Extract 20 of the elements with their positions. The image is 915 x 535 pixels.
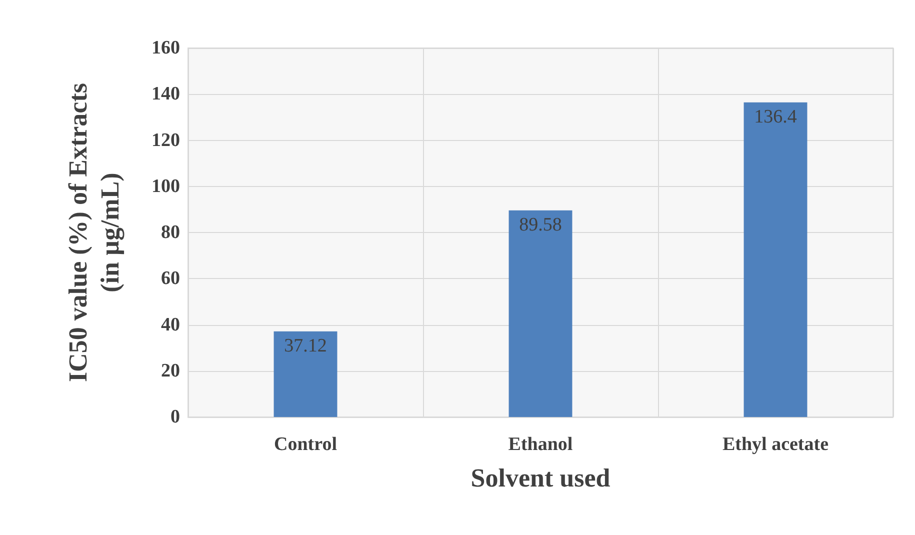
y-tick-label: 140 — [152, 84, 180, 105]
y-tick-label: 160 — [152, 38, 180, 58]
data-label: 136.4 — [754, 106, 798, 128]
x-axis-title: Solvent used — [470, 464, 611, 492]
bar — [744, 102, 808, 417]
x-tick-label: Ethyl acetate — [722, 434, 829, 455]
y-axis-title: IC50 value (%) of Extracts (in µg/mL) — [64, 83, 124, 382]
y-tick-label: 100 — [152, 176, 180, 197]
y-tick-label: 120 — [152, 130, 180, 151]
bar — [508, 210, 572, 417]
x-tick-label: Control — [274, 434, 337, 455]
data-label: 89.58 — [519, 214, 562, 236]
data-label: 37.12 — [284, 335, 327, 356]
x-tick-label: Ethanol — [508, 434, 573, 455]
y-tick-label: 0 — [170, 406, 180, 428]
y-tick-label: 80 — [161, 222, 180, 243]
y-tick-label: 60 — [161, 268, 180, 290]
y-tick-label: 20 — [161, 360, 180, 382]
y-tick-label: 40 — [161, 314, 180, 336]
bar — [274, 331, 338, 417]
